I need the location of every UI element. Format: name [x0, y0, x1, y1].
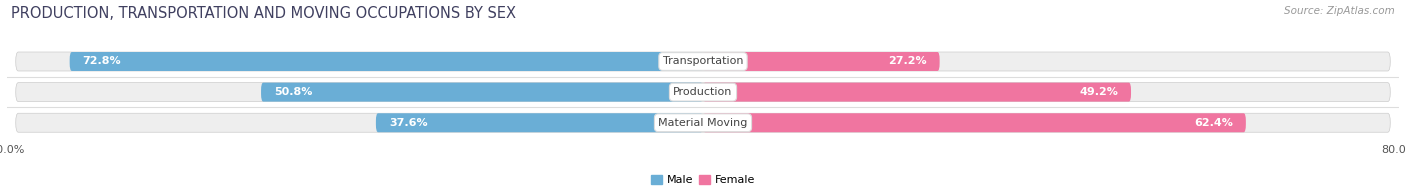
FancyBboxPatch shape	[703, 52, 939, 71]
Text: Material Moving: Material Moving	[658, 118, 748, 128]
FancyBboxPatch shape	[375, 113, 703, 132]
FancyBboxPatch shape	[262, 83, 703, 102]
FancyBboxPatch shape	[703, 83, 1130, 102]
FancyBboxPatch shape	[15, 52, 1391, 71]
Legend: Male, Female: Male, Female	[647, 170, 759, 190]
Text: 37.6%: 37.6%	[389, 118, 427, 128]
FancyBboxPatch shape	[15, 113, 1391, 132]
Text: 72.8%: 72.8%	[83, 56, 121, 66]
Text: Production: Production	[673, 87, 733, 97]
Text: Transportation: Transportation	[662, 56, 744, 66]
Text: 49.2%: 49.2%	[1078, 87, 1118, 97]
Text: Source: ZipAtlas.com: Source: ZipAtlas.com	[1284, 6, 1395, 16]
Text: 50.8%: 50.8%	[274, 87, 312, 97]
FancyBboxPatch shape	[70, 52, 703, 71]
Text: 62.4%: 62.4%	[1194, 118, 1233, 128]
Text: PRODUCTION, TRANSPORTATION AND MOVING OCCUPATIONS BY SEX: PRODUCTION, TRANSPORTATION AND MOVING OC…	[11, 6, 516, 21]
FancyBboxPatch shape	[15, 83, 1391, 102]
Text: 27.2%: 27.2%	[889, 56, 927, 66]
FancyBboxPatch shape	[703, 113, 1246, 132]
